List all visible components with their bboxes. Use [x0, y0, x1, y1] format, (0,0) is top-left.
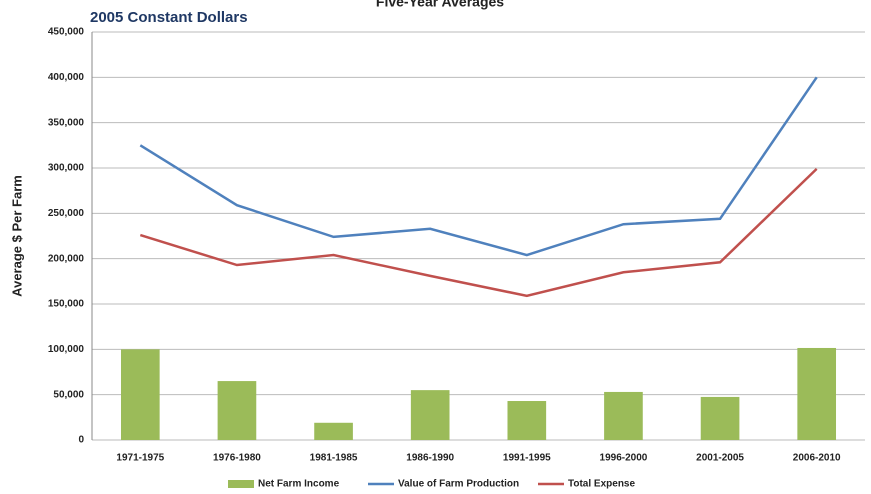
y-tick-label: 0 [78, 435, 84, 446]
y-tick-label: 100,000 [48, 344, 85, 355]
x-tick-label: 1971-1975 [116, 453, 164, 464]
legend-swatch [228, 480, 254, 488]
x-tick-label: 1991-1995 [503, 453, 551, 464]
chart-title: Five-Year Averages [376, 0, 504, 10]
y-tick-label: 350,000 [48, 117, 85, 128]
y-tick-label: 50,000 [53, 389, 84, 400]
x-tick-label: 1976-1980 [213, 453, 261, 464]
chart-subtitle: 2005 Constant Dollars [90, 9, 248, 26]
x-tick-label: 1986-1990 [406, 453, 454, 464]
bar [797, 347, 837, 440]
legend-label: Net Farm Income [258, 479, 340, 490]
bar [700, 396, 740, 440]
bar [314, 422, 353, 440]
bar [410, 390, 450, 440]
x-tick-label: 1981-1985 [310, 453, 358, 464]
line [139, 168, 818, 298]
x-tick-label: 2001-2005 [696, 453, 744, 464]
line [139, 76, 818, 257]
bar [120, 349, 160, 440]
y-tick-label: 150,000 [48, 299, 85, 310]
legend-label: Total Expense [568, 479, 635, 490]
legend-label: Value of Farm Production [398, 479, 519, 490]
bar [507, 401, 547, 440]
bar [217, 381, 257, 440]
y-tick-label: 250,000 [48, 208, 85, 219]
bar [604, 391, 643, 440]
y-tick-label: 200,000 [48, 253, 85, 264]
x-tick-label: 2006-2010 [793, 453, 841, 464]
x-tick-label: 1996-2000 [600, 453, 648, 464]
y-tick-label: 300,000 [48, 163, 85, 174]
y-axis-label: Average $ Per Farm [9, 175, 24, 297]
y-tick-label: 400,000 [48, 72, 85, 83]
y-tick-label: 450,000 [48, 27, 85, 38]
